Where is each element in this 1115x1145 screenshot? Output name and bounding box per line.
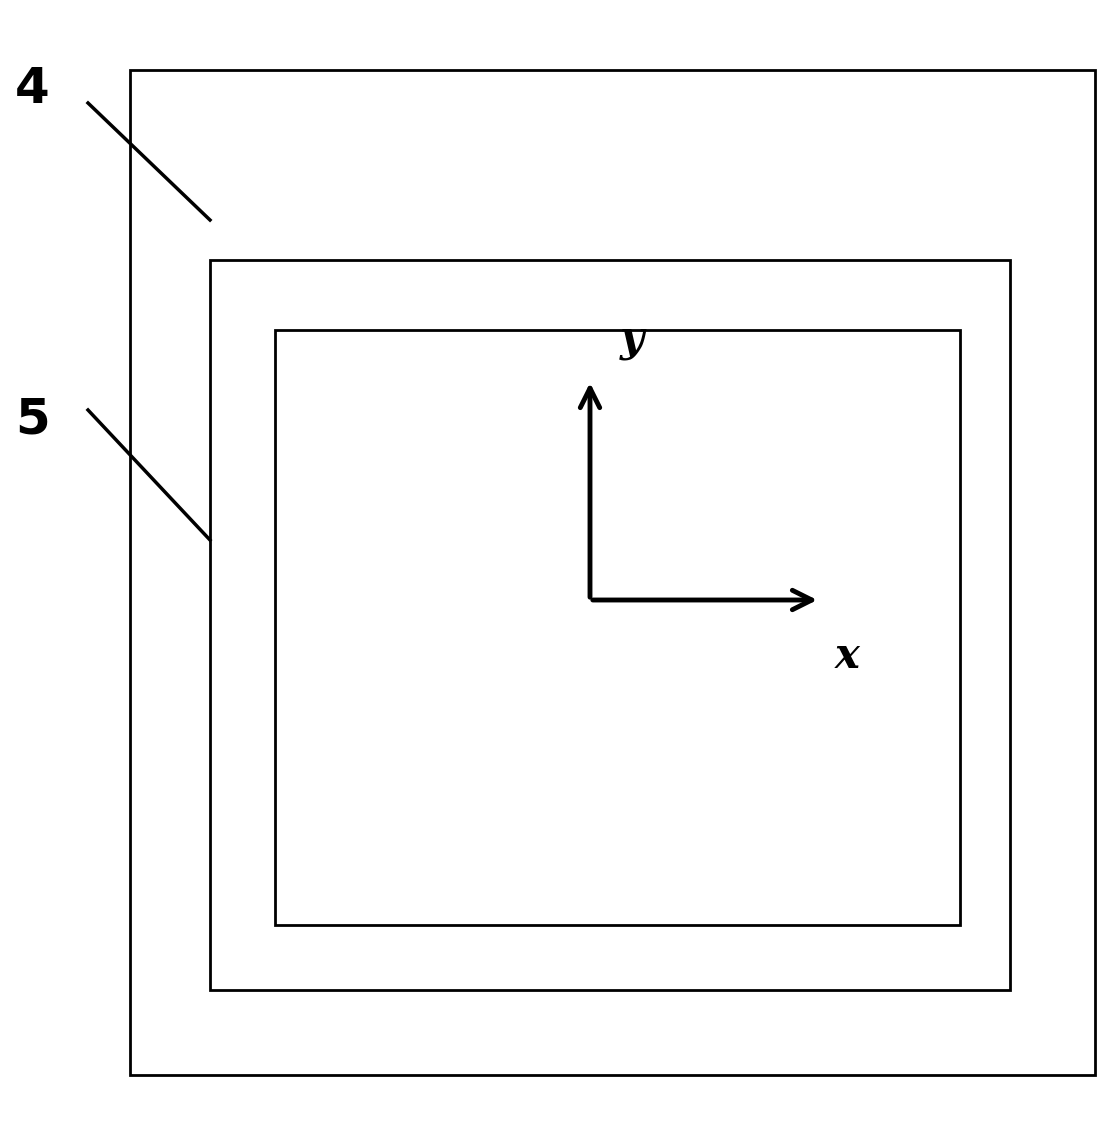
- Text: y: y: [620, 318, 644, 360]
- Bar: [275, 330, 960, 925]
- Text: 5: 5: [14, 395, 50, 443]
- Bar: [210, 260, 1010, 990]
- Text: 4: 4: [14, 65, 50, 113]
- Bar: [130, 70, 1095, 1075]
- Text: x: x: [835, 635, 860, 677]
